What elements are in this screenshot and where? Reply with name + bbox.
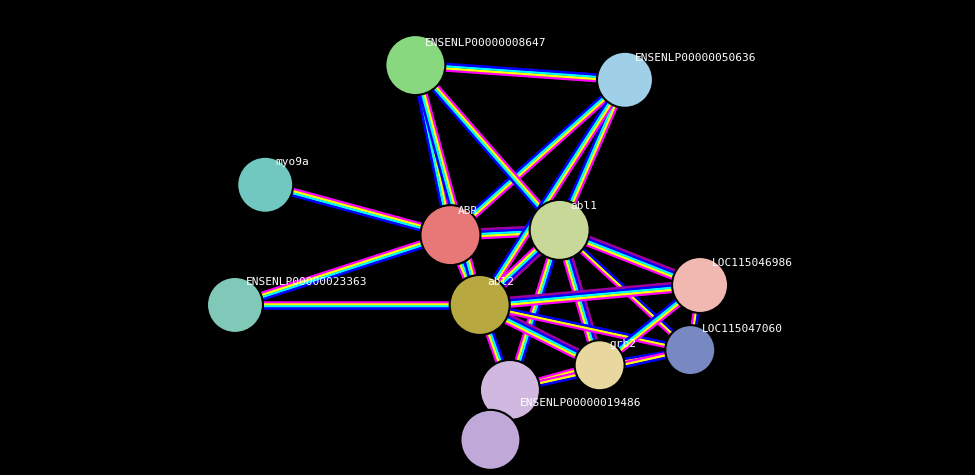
Circle shape [672,257,728,313]
Text: ENSENLP00000050636: ENSENLP00000050636 [635,53,757,63]
Text: ABR: ABR [458,206,479,216]
Circle shape [460,410,521,470]
Text: ENSENLP00000019486: ENSENLP00000019486 [520,398,642,408]
Text: ENSENLP00000023363: ENSENLP00000023363 [246,277,368,287]
Circle shape [449,275,510,335]
Circle shape [385,35,446,95]
Circle shape [574,340,625,390]
Text: LOC115047060: LOC115047060 [702,324,783,334]
Circle shape [237,157,293,213]
Circle shape [597,52,653,108]
Text: abl1: abl1 [570,201,598,211]
Text: myo9a: myo9a [275,157,309,167]
Text: abl2: abl2 [488,277,515,287]
Text: LOC115046986: LOC115046986 [712,258,793,268]
Circle shape [665,325,716,375]
Circle shape [420,205,481,265]
Circle shape [480,360,540,420]
Circle shape [529,200,590,260]
Circle shape [207,277,263,333]
Text: ENSENLP00000008647: ENSENLP00000008647 [425,38,547,48]
Text: grb2: grb2 [609,339,637,349]
